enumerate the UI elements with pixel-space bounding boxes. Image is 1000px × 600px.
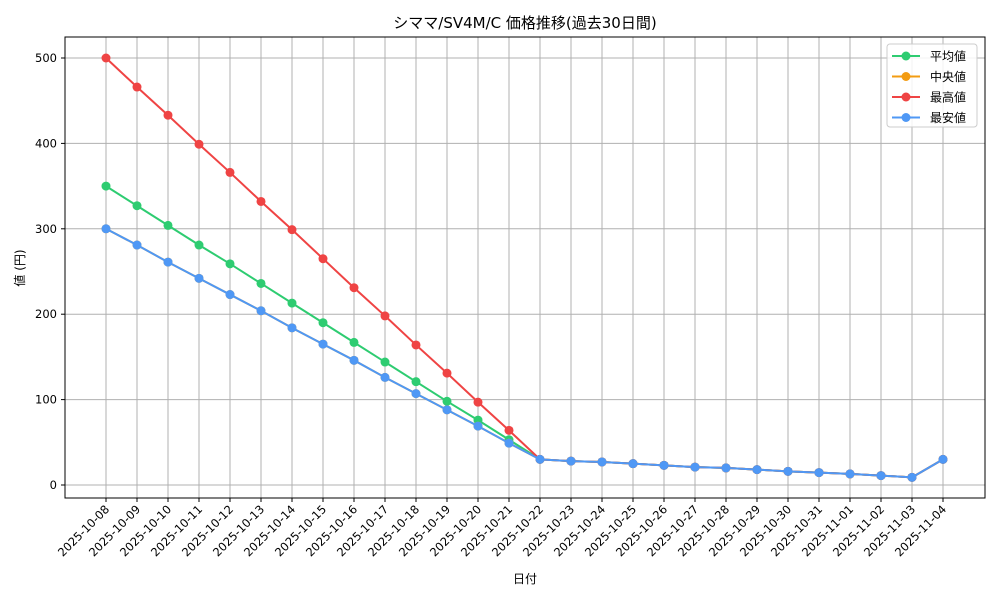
data-point xyxy=(101,53,111,63)
series-line xyxy=(101,181,948,482)
y-tick-label: 0 xyxy=(50,478,57,492)
data-point xyxy=(132,201,142,211)
data-point xyxy=(256,306,266,316)
data-point xyxy=(132,240,142,250)
data-point xyxy=(504,438,514,448)
data-point xyxy=(597,457,607,467)
y-tick-label: 500 xyxy=(35,51,57,65)
series-line xyxy=(101,224,948,482)
data-point xyxy=(845,469,855,479)
data-point xyxy=(473,397,483,407)
y-tick-label: 400 xyxy=(35,136,57,150)
data-point xyxy=(380,311,390,321)
data-point xyxy=(287,323,297,333)
data-point xyxy=(752,465,762,475)
y-tick-label: 200 xyxy=(35,307,57,321)
data-point xyxy=(349,337,359,347)
data-point xyxy=(256,196,266,206)
x-axis-label: 日付 xyxy=(513,572,537,586)
chart-title: シママ/SV4M/C 価格推移(過去30日間) xyxy=(393,14,656,32)
legend-marker-icon xyxy=(901,51,911,61)
plot-frame xyxy=(64,36,986,499)
legend-box xyxy=(886,43,978,128)
legend-label: 最高値 xyxy=(930,90,966,105)
data-point xyxy=(380,372,390,382)
data-point xyxy=(101,224,111,234)
data-point xyxy=(473,421,483,431)
series-layer xyxy=(101,53,948,482)
data-point xyxy=(349,355,359,365)
data-point xyxy=(411,377,421,387)
data-point xyxy=(442,396,452,406)
data-point xyxy=(163,257,173,267)
data-point xyxy=(163,110,173,120)
data-point xyxy=(721,463,731,473)
data-point xyxy=(101,181,111,191)
x-axis: 2025-10-082025-10-092025-10-102025-10-11… xyxy=(55,498,949,559)
data-point xyxy=(876,471,886,481)
data-point xyxy=(442,405,452,415)
data-point xyxy=(411,389,421,399)
data-point xyxy=(690,462,700,472)
data-point xyxy=(442,368,452,378)
y-tick-label: 100 xyxy=(35,393,57,407)
legend-label: 中央値 xyxy=(930,69,966,84)
grid-lines xyxy=(65,37,985,498)
data-point xyxy=(256,278,266,288)
data-point xyxy=(318,339,328,349)
y-tick-label: 300 xyxy=(35,222,57,236)
data-point xyxy=(194,273,204,283)
y-axis: 0 100 200 300 400 500 xyxy=(35,51,65,492)
legend-item: 中央値 xyxy=(892,69,966,84)
data-point xyxy=(907,472,917,482)
y-axis-label: 値 (円) xyxy=(12,249,27,286)
data-point xyxy=(225,290,235,300)
legend-label: 最安値 xyxy=(930,110,966,125)
data-point xyxy=(938,454,948,464)
data-point xyxy=(163,220,173,230)
legend-label: 平均値 xyxy=(930,49,966,64)
legend-item: 最高値 xyxy=(892,90,966,105)
legend-item: 平均値 xyxy=(892,49,966,64)
data-point xyxy=(535,454,545,464)
data-point xyxy=(225,259,235,269)
data-point xyxy=(132,82,142,92)
legend-item: 最安値 xyxy=(892,110,966,125)
data-point xyxy=(783,466,793,476)
data-point xyxy=(194,139,204,149)
data-point xyxy=(318,254,328,264)
data-point xyxy=(504,425,514,435)
data-point xyxy=(349,283,359,293)
data-point xyxy=(225,167,235,177)
legend-marker-icon xyxy=(901,113,911,122)
data-point xyxy=(814,468,824,478)
data-point xyxy=(628,459,638,469)
data-point xyxy=(380,357,390,367)
legend-marker-icon xyxy=(901,72,911,81)
legend-marker-icon xyxy=(901,92,911,102)
data-point xyxy=(287,298,297,308)
data-point xyxy=(566,456,576,466)
data-point xyxy=(411,340,421,350)
data-point xyxy=(659,460,669,470)
data-point xyxy=(287,225,297,235)
data-point xyxy=(194,240,204,250)
data-point xyxy=(318,318,328,328)
